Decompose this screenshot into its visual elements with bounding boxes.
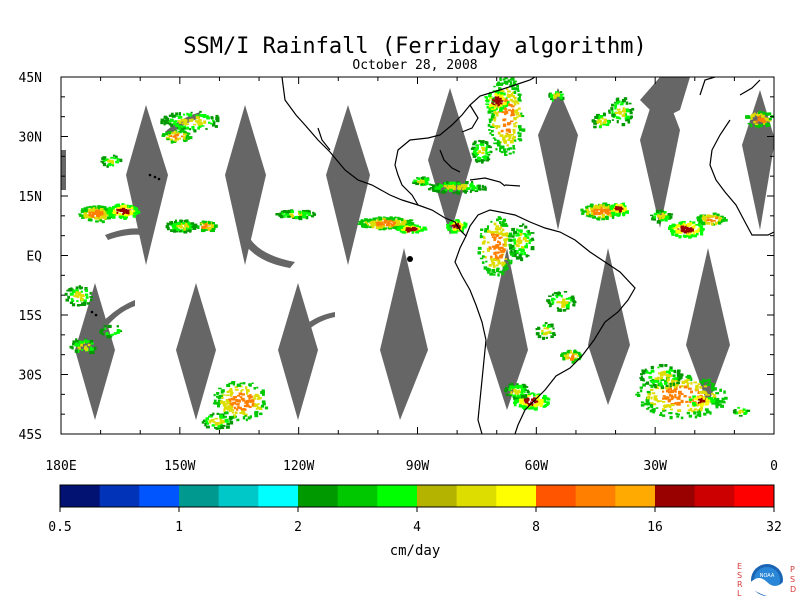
longitude-axis: 180E 150W 120W 90W 60W 30W 0 — [45, 77, 778, 474]
islands — [90, 173, 413, 317]
map-title: SSM/I Rainfall (Ferriday algorithm) — [183, 34, 647, 59]
svg-text:S: S — [737, 571, 742, 580]
noaa-esrl-psd-logo: ES RL PS D NOAA — [737, 562, 796, 598]
map-date: October 28, 2008 — [352, 58, 477, 73]
lon-tick-label: 90W — [406, 459, 430, 474]
svg-text:NOAA: NOAA — [760, 573, 775, 579]
lat-tick-label: EQ — [26, 250, 42, 265]
svg-text:D: D — [790, 585, 796, 594]
coastlines — [281, 77, 774, 434]
swath-gap — [105, 228, 150, 240]
colorbar-tick-label: 0.5 — [48, 520, 71, 535]
lon-tick-label: 30W — [643, 459, 667, 474]
colorbar-swatch — [218, 485, 259, 507]
lon-tick-label: 180E — [45, 459, 76, 474]
swath-gap — [588, 248, 630, 405]
colorbar-swatch — [734, 485, 775, 507]
colorbar-swatch — [179, 485, 220, 507]
map-area — [60, 76, 775, 435]
colorbar-swatch — [496, 485, 537, 507]
swath-gap — [176, 283, 216, 420]
svg-text:E: E — [737, 562, 742, 571]
colorbar-swatch — [60, 485, 101, 507]
colorbar-swatch — [615, 485, 656, 507]
swath-gap — [278, 283, 318, 420]
lat-tick-label: 45S — [19, 428, 42, 443]
colorbar-swatch — [337, 485, 378, 507]
colorbar-swatch — [655, 485, 696, 507]
colorbar-units: cm/day — [390, 543, 441, 559]
colorbar-swatch — [258, 485, 299, 507]
swath-gap — [640, 77, 690, 120]
lat-tick-label: 30N — [19, 131, 42, 146]
lat-tick-label: 15S — [19, 309, 42, 324]
colorbar-swatch — [536, 485, 577, 507]
colorbar-swatch — [377, 485, 418, 507]
colorbar: 0.5 1 2 4 8 16 32 — [48, 484, 782, 535]
swath-gap — [242, 235, 295, 268]
lat-tick-label: 45N — [19, 71, 42, 86]
colorbar-tick-label: 16 — [647, 520, 663, 535]
swath-gap — [486, 248, 528, 410]
swath-gap — [686, 248, 730, 405]
colorbar-swatch — [417, 485, 458, 507]
swath-gap — [305, 312, 335, 330]
swath-gap — [380, 248, 428, 420]
rainfall-patterns — [64, 77, 774, 430]
swath-gap — [742, 90, 774, 230]
swath-gap — [126, 105, 168, 265]
lon-tick-label: 0 — [770, 459, 778, 474]
colorbar-swatch — [456, 485, 497, 507]
swath-gap — [538, 88, 578, 230]
swath-gap — [225, 105, 266, 265]
colorbar-swatch — [694, 485, 735, 507]
colorbar-swatch — [99, 485, 140, 507]
lat-tick-label: 15N — [19, 190, 42, 205]
swath-gap — [100, 300, 135, 330]
swath-gap — [61, 150, 66, 190]
swath-gap — [75, 283, 115, 420]
colorbar-tick-label: 8 — [532, 520, 540, 535]
colorbar-tick-label: 4 — [413, 520, 421, 535]
swath-gaps — [61, 77, 774, 420]
svg-text:S: S — [790, 575, 795, 584]
lat-tick-label: 30S — [19, 369, 42, 384]
colorbar-tick-label: 32 — [766, 520, 782, 535]
colorbar-swatch — [298, 485, 339, 507]
colorbar-tick-label: 1 — [175, 520, 183, 535]
svg-text:P: P — [790, 565, 795, 574]
lon-tick-label: 120W — [283, 459, 314, 474]
colorbar-swatch — [575, 485, 616, 507]
swath-gap — [326, 105, 370, 265]
colorbar-swatch — [139, 485, 180, 507]
svg-text:R: R — [737, 580, 743, 589]
latitude-axis: 45N 30N 15N EQ 15S 30S 45S — [19, 71, 774, 443]
colorbar-tick-label: 2 — [294, 520, 302, 535]
lon-tick-label: 60W — [525, 459, 549, 474]
swath-gap — [428, 88, 472, 235]
lon-tick-label: 150W — [164, 459, 195, 474]
svg-text:L: L — [737, 589, 742, 598]
